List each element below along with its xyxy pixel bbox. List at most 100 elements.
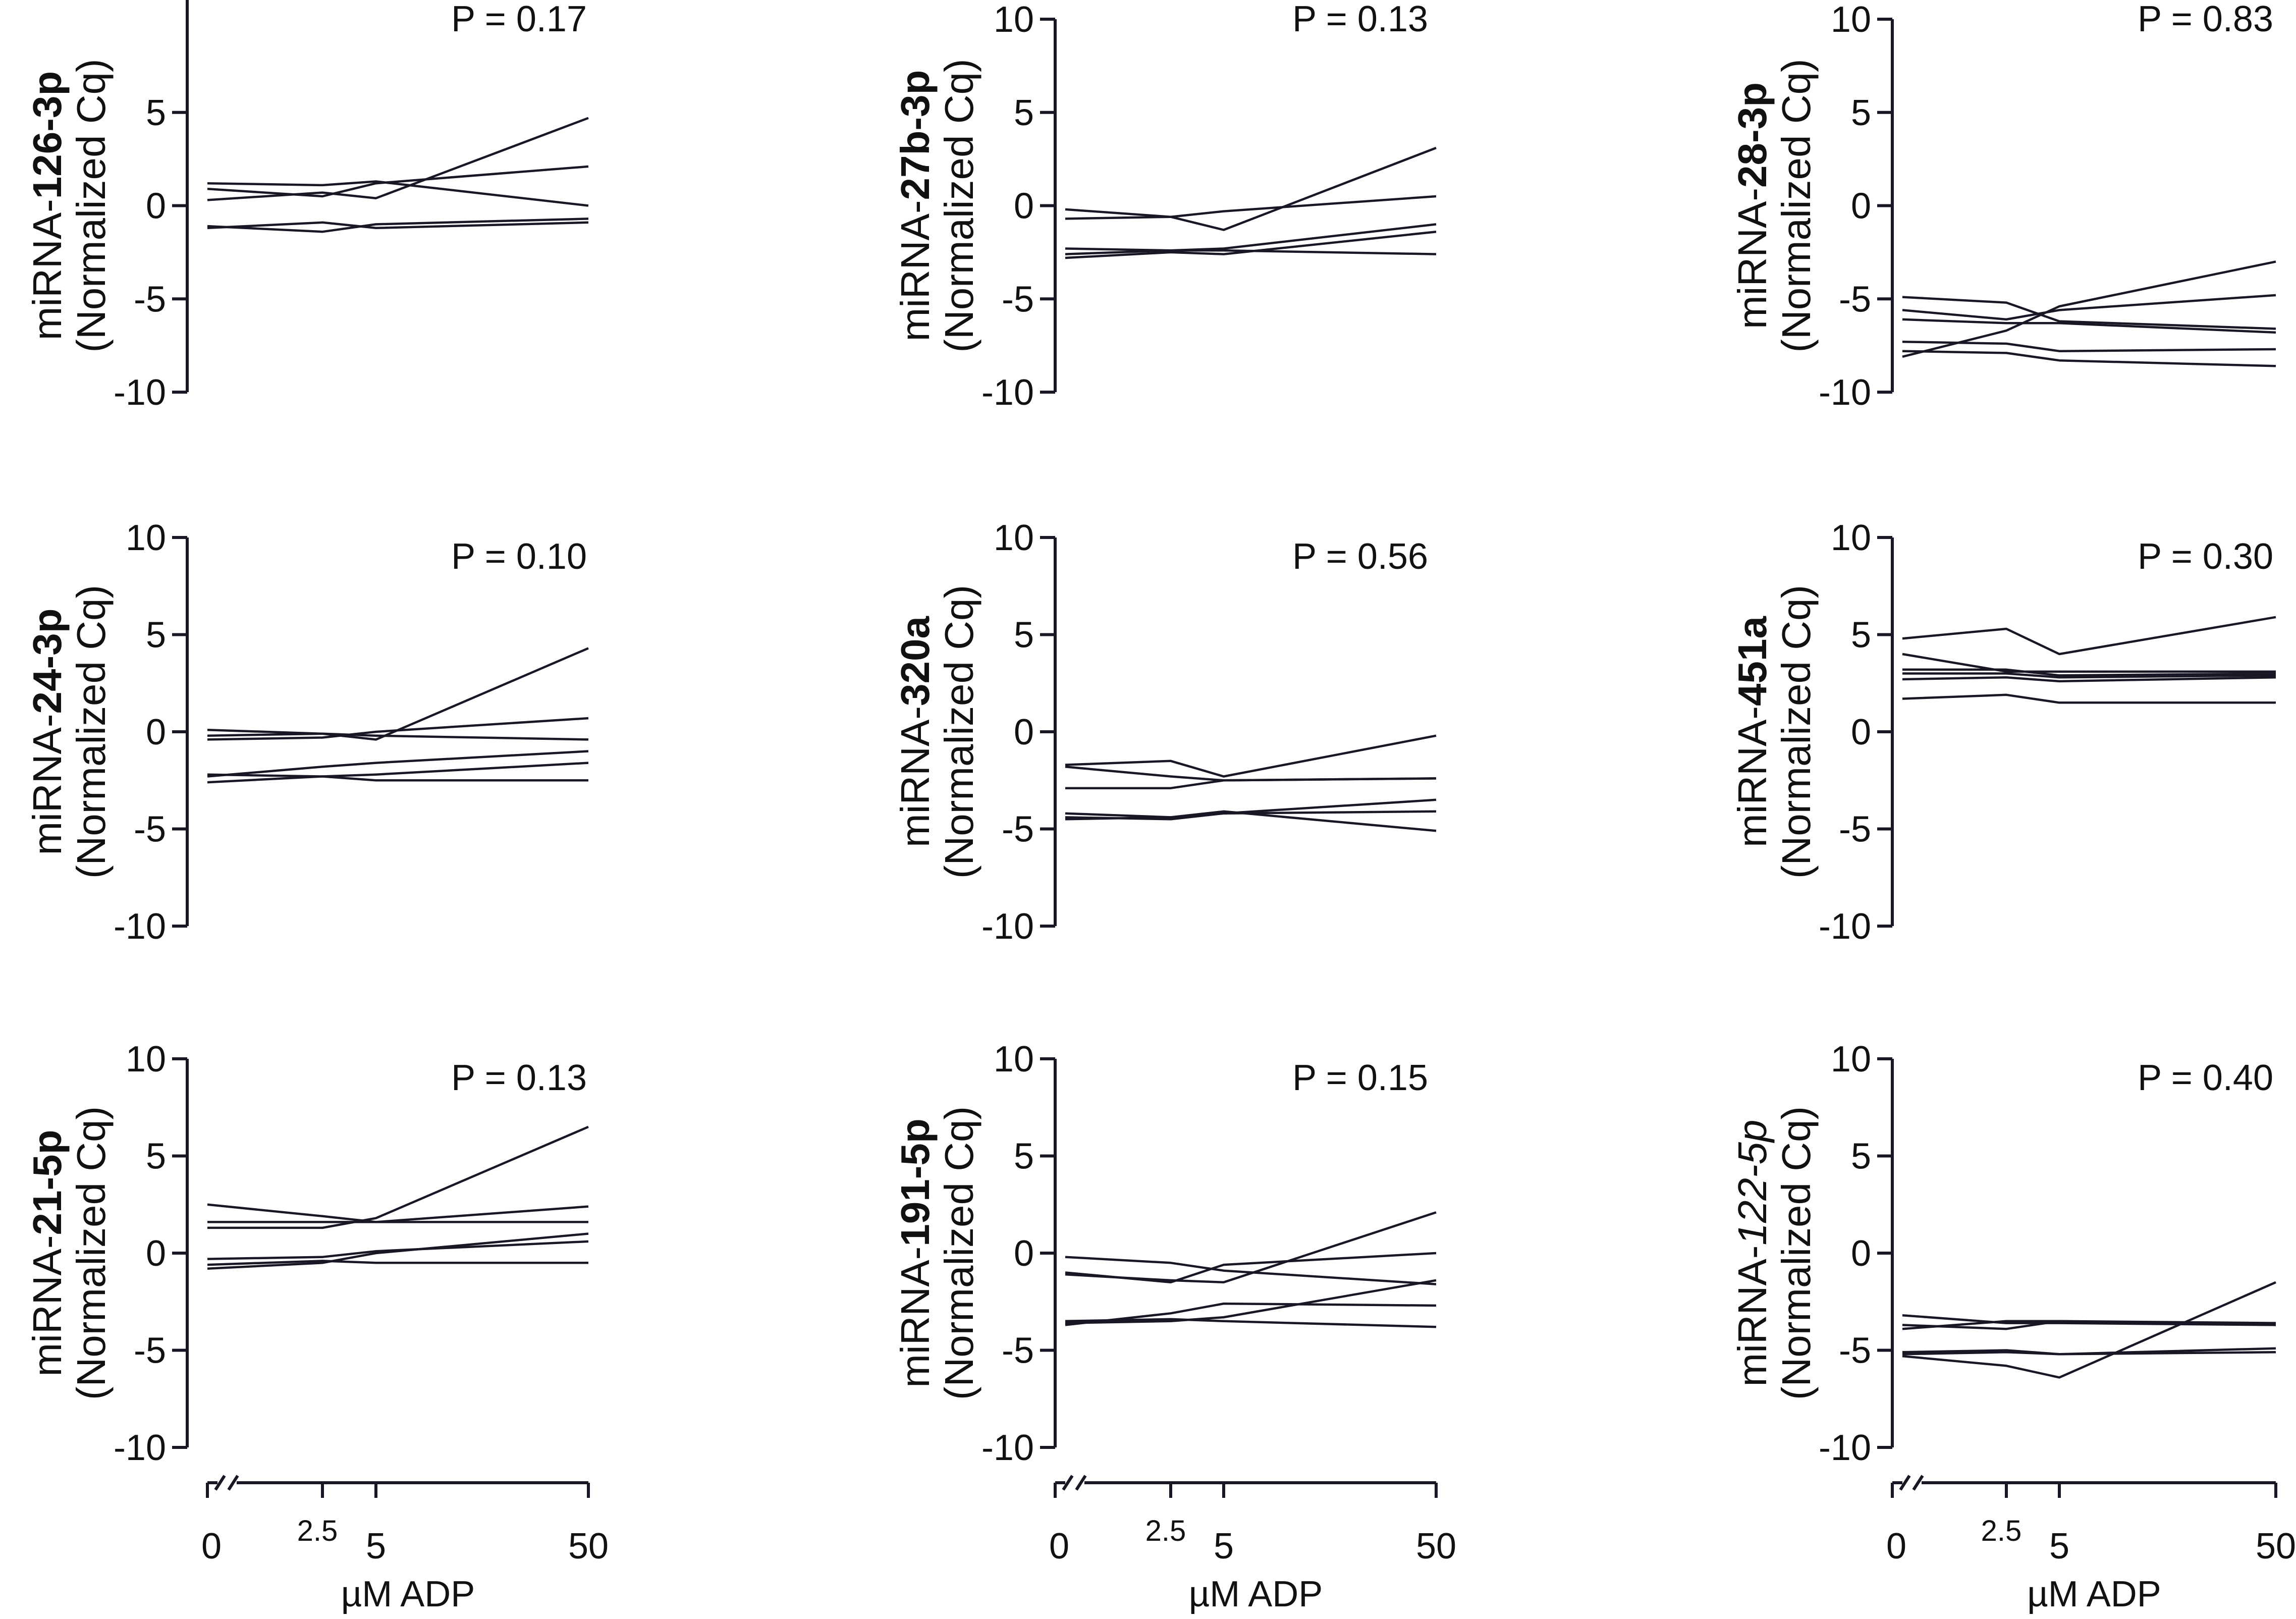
series-line-subject-3 xyxy=(207,117,589,201)
y-tick-label: 5 xyxy=(146,1137,166,1177)
panel-27b-3p: 10 5 0 -5 -10 miRNA-27b-3p(Normalized Cq) P = … xyxy=(893,0,1437,413)
series-line-subject-6 xyxy=(207,773,588,782)
y-tick-label: 10 xyxy=(1831,518,1871,558)
y-tick-label: -10 xyxy=(1819,372,1871,413)
y-tick-label: 5 xyxy=(1014,1137,1034,1177)
y-tick-label: 0 xyxy=(146,712,166,752)
y-label-mirna-id: 122-5p xyxy=(1730,1119,1775,1245)
y-label-mirna-id: 21-5p xyxy=(25,1130,70,1235)
y-axis-label: miRNA-28-3p xyxy=(1730,82,1775,329)
y-label-mirna-id: 126-3p xyxy=(25,71,70,199)
x-axis-label: µM ADP xyxy=(341,1574,475,1614)
y-tick-label: 0 xyxy=(1014,186,1034,227)
y-tick-label: 0 xyxy=(1014,712,1034,752)
x-tick-label: 5 xyxy=(2049,1526,2069,1567)
x-tick-label: 0 xyxy=(201,1526,222,1567)
y-axis-label: miRNA-122-5p xyxy=(1730,1119,1775,1386)
x-axis-label: µM ADP xyxy=(1189,1574,1323,1614)
p-value: P = 0.56 xyxy=(1292,536,1428,577)
series-line-subject-1 xyxy=(207,180,589,207)
y-axis-label: miRNA-320a xyxy=(893,616,938,847)
x-tick-label: 5 xyxy=(1214,1526,1234,1567)
y-label-mirna-id: 27b-3p xyxy=(893,70,938,200)
y-tick-label: -10 xyxy=(1819,906,1871,947)
x-tick-label: 2.5 xyxy=(1145,1515,1186,1547)
series-line-subject-6 xyxy=(1902,1347,2276,1356)
series-line-subject-2 xyxy=(1065,195,1437,220)
series-line-subject-5 xyxy=(207,221,589,230)
series-line-subject-1 xyxy=(207,1203,588,1223)
panel-451a: 10 5 0 -5 -10 miRNA-451a(Normalized Cq) P = 0.… xyxy=(1730,518,2276,947)
series-line-subject-3 xyxy=(1902,318,2276,334)
series-line-subject-5 xyxy=(1902,676,2276,683)
y-tick-label: 0 xyxy=(1851,712,1871,752)
y-tick-label: -10 xyxy=(114,1428,166,1468)
series-line-subject-1 xyxy=(1065,146,1437,231)
y-tick-label: 0 xyxy=(146,186,166,227)
y-tick-label: 5 xyxy=(1851,1137,1871,1177)
series-line-subject-4 xyxy=(1902,672,2276,679)
y-axis-unit-label: (Normalized Cq) xyxy=(937,585,981,879)
series-line-subject-6 xyxy=(207,1232,589,1270)
y-label-prefix: miRNA- xyxy=(1730,1246,1775,1387)
series-line-subject-4 xyxy=(207,218,589,233)
y-tick-label: -5 xyxy=(1839,279,1871,319)
panel-28-3p: 10 5 0 -5 -10 miRNA-28-3p(Normalized Cq) P = 0… xyxy=(1730,0,2276,413)
p-value: P = 0.13 xyxy=(1292,0,1428,39)
y-axis-label: miRNA-21-5p xyxy=(25,1130,70,1377)
x-tick-label: 50 xyxy=(1416,1526,1456,1567)
x-tick-label: 50 xyxy=(568,1526,609,1567)
panel-24-3p: 10 5 0 -5 -10 miRNA-24-3p(Normalized Cq) P = 0… xyxy=(25,518,589,947)
y-tick-label: 0 xyxy=(146,1233,166,1274)
y-label-prefix: miRNA- xyxy=(25,1235,70,1377)
y-axis-unit-label: (Normalized Cq) xyxy=(937,1106,981,1400)
y-tick-label: 10 xyxy=(1831,0,1871,40)
y-axis-unit-label: (Normalized Cq) xyxy=(1774,1106,1819,1400)
series-line-subject-6 xyxy=(1902,260,2276,358)
series-line-subject-4 xyxy=(207,1240,589,1260)
y-tick-label: 5 xyxy=(1851,615,1871,656)
y-tick-label: -5 xyxy=(1002,810,1034,850)
y-label-prefix: miRNA- xyxy=(893,200,938,341)
y-label-mirna-id: 451a xyxy=(1730,616,1775,706)
y-tick-label: 5 xyxy=(146,93,166,133)
axis-break-mark xyxy=(1062,1475,1074,1491)
x-axis-label: µM ADP xyxy=(2027,1574,2161,1614)
y-label-prefix: miRNA- xyxy=(893,1247,938,1388)
y-axis-label: miRNA-24-3p xyxy=(25,609,70,855)
y-tick-label: -5 xyxy=(134,810,166,850)
y-tick-label: 10 xyxy=(1831,1039,1871,1080)
series-line-subject-1 xyxy=(1902,296,2276,330)
y-axis-unit-label: (Normalized Cq) xyxy=(69,59,114,352)
y-axis-label: miRNA-191-5p xyxy=(893,1118,938,1387)
series-line-subject-2 xyxy=(1902,294,2276,321)
series-line-subject-1 xyxy=(1065,734,1437,778)
p-value: P = 0.13 xyxy=(451,1058,587,1098)
y-tick-label: -5 xyxy=(134,279,166,319)
y-tick-label: 0 xyxy=(1851,186,1871,227)
y-tick-label: -10 xyxy=(981,1428,1034,1468)
series-line-subject-1 xyxy=(1065,1256,1437,1285)
series-line-subject-5 xyxy=(1065,1302,1437,1326)
y-tick-label: -10 xyxy=(114,372,166,413)
series-line-subject-3 xyxy=(207,732,589,741)
y-label-mirna-id: 24-3p xyxy=(25,609,70,714)
y-tick-label: -10 xyxy=(114,906,166,947)
x-tick-label: 5 xyxy=(366,1526,386,1567)
series-line-subject-4 xyxy=(1065,810,1437,832)
y-tick-label: 10 xyxy=(126,1039,166,1080)
p-value: P = 0.10 xyxy=(451,536,587,577)
y-axis-label: miRNA-126-3p xyxy=(25,71,70,340)
y-tick-label: 0 xyxy=(1014,1233,1034,1274)
series-line-subject-6 xyxy=(1065,1279,1437,1324)
series-line-subject-6 xyxy=(1902,693,2276,704)
y-label-prefix: miRNA- xyxy=(1730,706,1775,847)
y-axis-label: miRNA-451a xyxy=(1730,616,1775,847)
y-axis-unit-label: (Normalized Cq) xyxy=(937,59,981,352)
series-line-subject-4 xyxy=(207,750,589,778)
y-tick-label: 5 xyxy=(146,615,166,656)
series-line-subject-3 xyxy=(1065,777,1437,789)
